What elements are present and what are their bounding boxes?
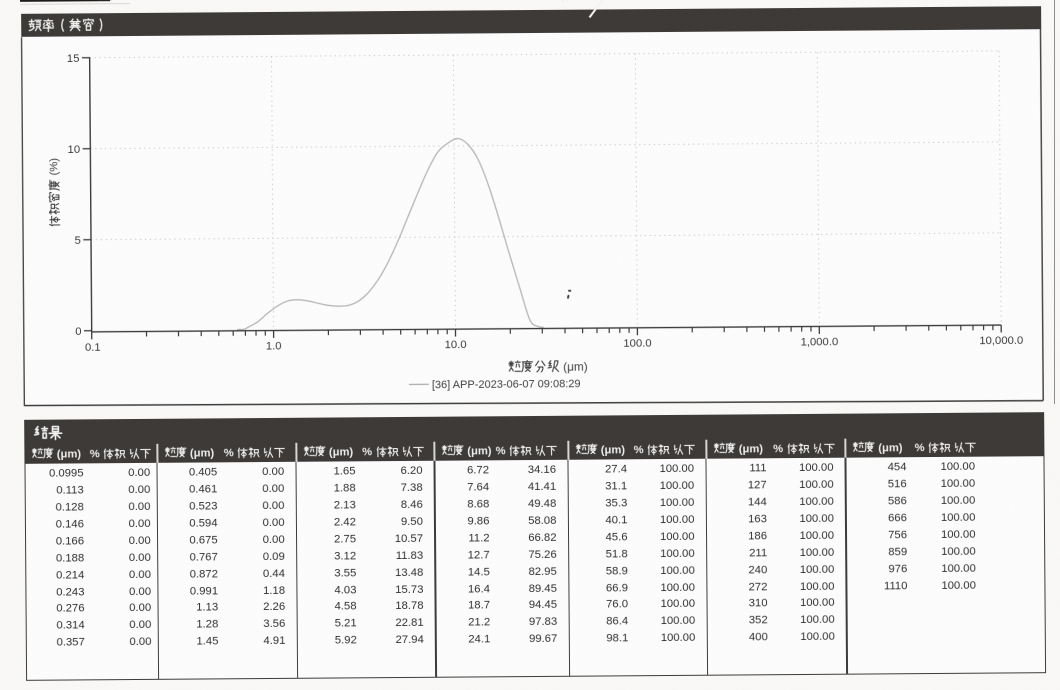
svg-text:10: 10 — [68, 144, 81, 156]
svg-text:15: 15 — [67, 53, 80, 65]
svg-text:10.0: 10.0 — [445, 339, 467, 351]
svg-text:0: 0 — [75, 326, 81, 338]
svg-text:5: 5 — [74, 235, 80, 247]
svg-text:[36] APP-2023-06-07 09:08:29: [36] APP-2023-06-07 09:08:29 — [432, 378, 581, 391]
svg-text:1.0: 1.0 — [266, 340, 282, 352]
svg-text:100.0: 100.0 — [623, 338, 651, 350]
svg-text:1,000.0: 1,000.0 — [800, 336, 838, 348]
svg-text:0.1: 0.1 — [85, 342, 101, 354]
svg-text:10,000.0: 10,000.0 — [979, 335, 1023, 347]
